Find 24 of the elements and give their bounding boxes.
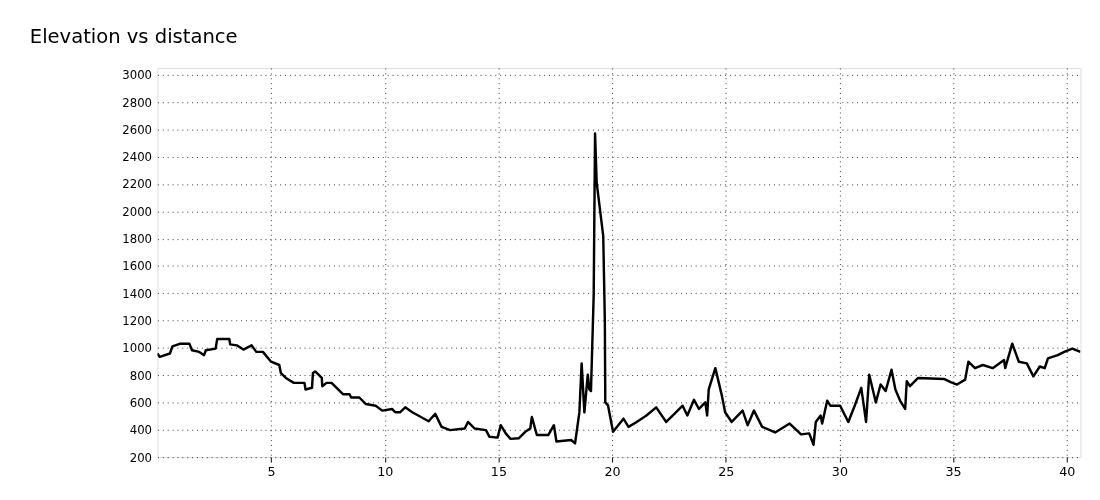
x-tick-label: 10	[377, 464, 394, 480]
y-tick-label: 1200	[122, 314, 153, 329]
y-tick-label: 800	[129, 368, 153, 383]
y-tick-label: 600	[129, 395, 153, 410]
y-tick-label: 2400	[122, 150, 153, 165]
x-tick-label: 15	[490, 464, 508, 480]
y-tick-label: 1000	[122, 341, 153, 356]
y-tick-label: 200	[129, 450, 153, 465]
chart-title: Elevation vs distance	[29, 24, 238, 48]
y-tick-label: 2800	[122, 95, 153, 110]
y-tick-label: 3000	[122, 68, 153, 83]
x-tick-label: 20	[604, 464, 621, 480]
x-tick-label: 5	[267, 464, 276, 480]
y-tick-label: 2000	[122, 204, 153, 219]
x-tick-label: 40	[1059, 464, 1076, 480]
x-tick-label: 35	[945, 464, 962, 480]
y-tick-label: 2600	[122, 122, 153, 137]
y-tick-label: 400	[129, 423, 153, 438]
x-tick-label: 25	[718, 464, 735, 480]
x-tick-label: 30	[831, 464, 849, 480]
y-tick-label: 1600	[122, 259, 153, 274]
y-tick-label: 1400	[122, 286, 153, 301]
y-tick-label: 1800	[122, 232, 153, 247]
y-tick-label: 2200	[122, 177, 153, 192]
